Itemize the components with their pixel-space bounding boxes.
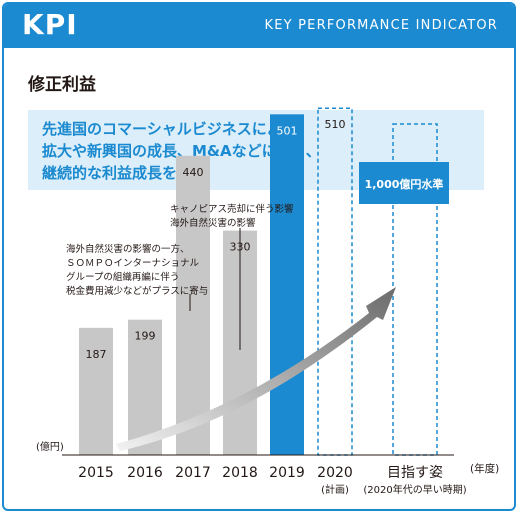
annotation-2017-line: 海外自然災害の影響の一方、	[66, 243, 190, 255]
target-label-box	[359, 162, 449, 204]
category-sublabel: (計画)	[321, 483, 349, 496]
value-label: 187	[86, 348, 107, 361]
callout-line: 拡大や新興国の成長、M&Aなどにより、	[42, 142, 321, 160]
category-label: 2019	[269, 465, 305, 481]
callout-line: 先進国のコマーシャルビジネスによる	[42, 120, 297, 138]
callout-line: 継続的な利益成長を想定	[42, 164, 208, 182]
target-value-label: 1,000億円水準	[365, 177, 444, 191]
bar-2020	[317, 107, 353, 456]
category-sublabel: (2020年代の早い時期)	[363, 483, 466, 496]
header-title: KPI	[22, 8, 78, 41]
annotation-2017-line: 税金費用減少などがプラスに寄与	[66, 285, 208, 297]
annotation-2018-line: キャノピアス売却に伴う影響	[170, 203, 294, 215]
x-axis-unit-label: (年度)	[470, 462, 499, 475]
bar-2019	[270, 114, 304, 455]
category-label: 2020	[317, 465, 353, 481]
annotation-2017-line: グループの組織再編に伴う	[66, 271, 179, 283]
category-label: 2015	[78, 465, 114, 481]
bar-2015	[79, 327, 113, 455]
header-subtitle: KEY PERFORMANCE INDICATOR	[264, 18, 498, 33]
category-label: 2016	[127, 465, 163, 481]
category-label: 目指す姿	[387, 465, 443, 481]
category-label: 2018	[222, 465, 258, 481]
value-label: 199	[135, 330, 156, 343]
kpi-header: KPI KEY PERFORMANCE INDICATOR	[4, 4, 514, 48]
category-label: 2017	[175, 465, 211, 481]
value-label: 440	[183, 166, 204, 179]
unit-label: (億円)	[36, 440, 64, 453]
annotation-2017-line: ＳＯＭＰＯインターナショナル	[66, 258, 200, 269]
bar-2017	[176, 155, 210, 456]
kpi-panel: KPI KEY PERFORMANCE INDICATOR 修正利益 先進国のコ…	[2, 2, 516, 511]
annotation-2018-line: 海外自然災害の影響	[170, 217, 256, 229]
section-title: 修正利益	[28, 75, 96, 95]
value-label: 501	[277, 124, 298, 137]
value-label: 510	[325, 118, 346, 131]
